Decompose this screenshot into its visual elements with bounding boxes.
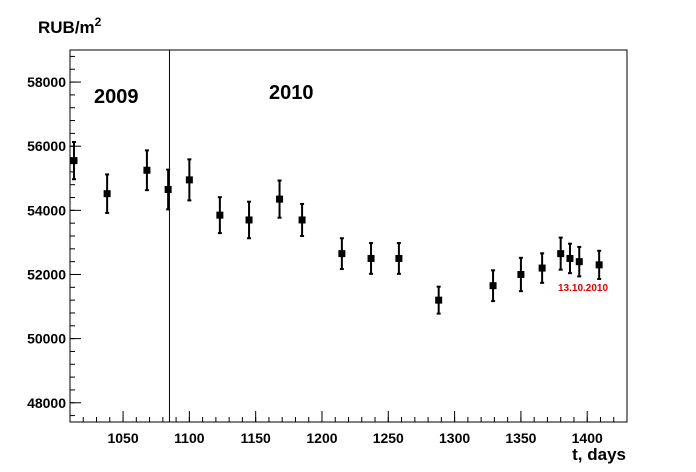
data-point <box>338 237 346 271</box>
point-marker <box>435 296 443 304</box>
point-marker <box>395 254 403 262</box>
x-tick-label: 1300 <box>439 430 470 446</box>
data-point <box>143 149 151 192</box>
data-point <box>70 141 78 181</box>
x-axis-ticks: 1050 1100 1150 1200 1250 1300 1350 1400 <box>107 411 603 446</box>
point-marker <box>338 250 346 258</box>
x-tick-label: 1400 <box>572 430 603 446</box>
y-tick-label: 58000 <box>27 74 66 90</box>
point-marker <box>595 261 603 269</box>
data-point <box>245 200 253 240</box>
data-point <box>298 202 306 237</box>
y-axis-title: RUB/m2 <box>38 15 102 37</box>
point-marker <box>538 264 546 272</box>
y-axis-title-superscript: 2 <box>95 15 102 29</box>
point-marker <box>557 250 565 258</box>
data-point <box>164 168 172 211</box>
point-marker <box>489 282 497 290</box>
point-marker <box>103 190 111 198</box>
data-point <box>103 173 111 214</box>
plot-area <box>69 49 628 423</box>
x-tick-label: 1250 <box>373 430 404 446</box>
point-marker <box>566 254 574 262</box>
x-tick-label: 1350 <box>505 430 536 446</box>
data-point <box>276 179 284 219</box>
data-point <box>538 252 546 284</box>
data-point <box>489 269 497 303</box>
x-tick-label: 1100 <box>174 430 205 446</box>
data-points <box>70 141 603 315</box>
data-point <box>566 242 574 275</box>
y-tick-label: 50000 <box>27 331 66 347</box>
point-marker <box>245 216 253 224</box>
data-point <box>575 245 583 278</box>
y-axis-ticks: 48000 50000 52000 54000 56000 58000 <box>27 74 81 411</box>
point-marker <box>164 186 172 193</box>
point-marker <box>143 166 151 174</box>
data-point <box>517 256 525 293</box>
point-marker <box>70 157 78 165</box>
y-tick-label: 56000 <box>27 138 66 154</box>
data-point <box>185 158 193 202</box>
point-marker <box>517 270 525 278</box>
date-annotation: 13.10.2010 <box>558 283 608 294</box>
year-label-2010: 2010 <box>269 82 314 104</box>
y-tick-label: 48000 <box>27 395 66 411</box>
data-point <box>395 242 403 275</box>
data-point <box>435 285 443 315</box>
y-tick-label: 54000 <box>27 202 66 218</box>
point-marker <box>575 258 583 266</box>
data-point <box>595 249 603 280</box>
point-marker <box>216 211 224 219</box>
y-tick-label: 52000 <box>27 266 66 282</box>
data-point <box>557 236 565 271</box>
data-point <box>216 196 224 235</box>
x-tick-label: 1050 <box>107 430 138 446</box>
year-label-2009: 2009 <box>94 86 139 108</box>
point-marker <box>185 176 193 184</box>
x-tick-label: 1200 <box>306 430 337 446</box>
data-point <box>367 242 375 275</box>
point-marker <box>367 254 375 262</box>
x-tick-label: 1150 <box>240 430 271 446</box>
point-marker <box>298 216 306 224</box>
point-marker <box>276 195 284 203</box>
x-axis-title: t, days <box>572 445 626 464</box>
